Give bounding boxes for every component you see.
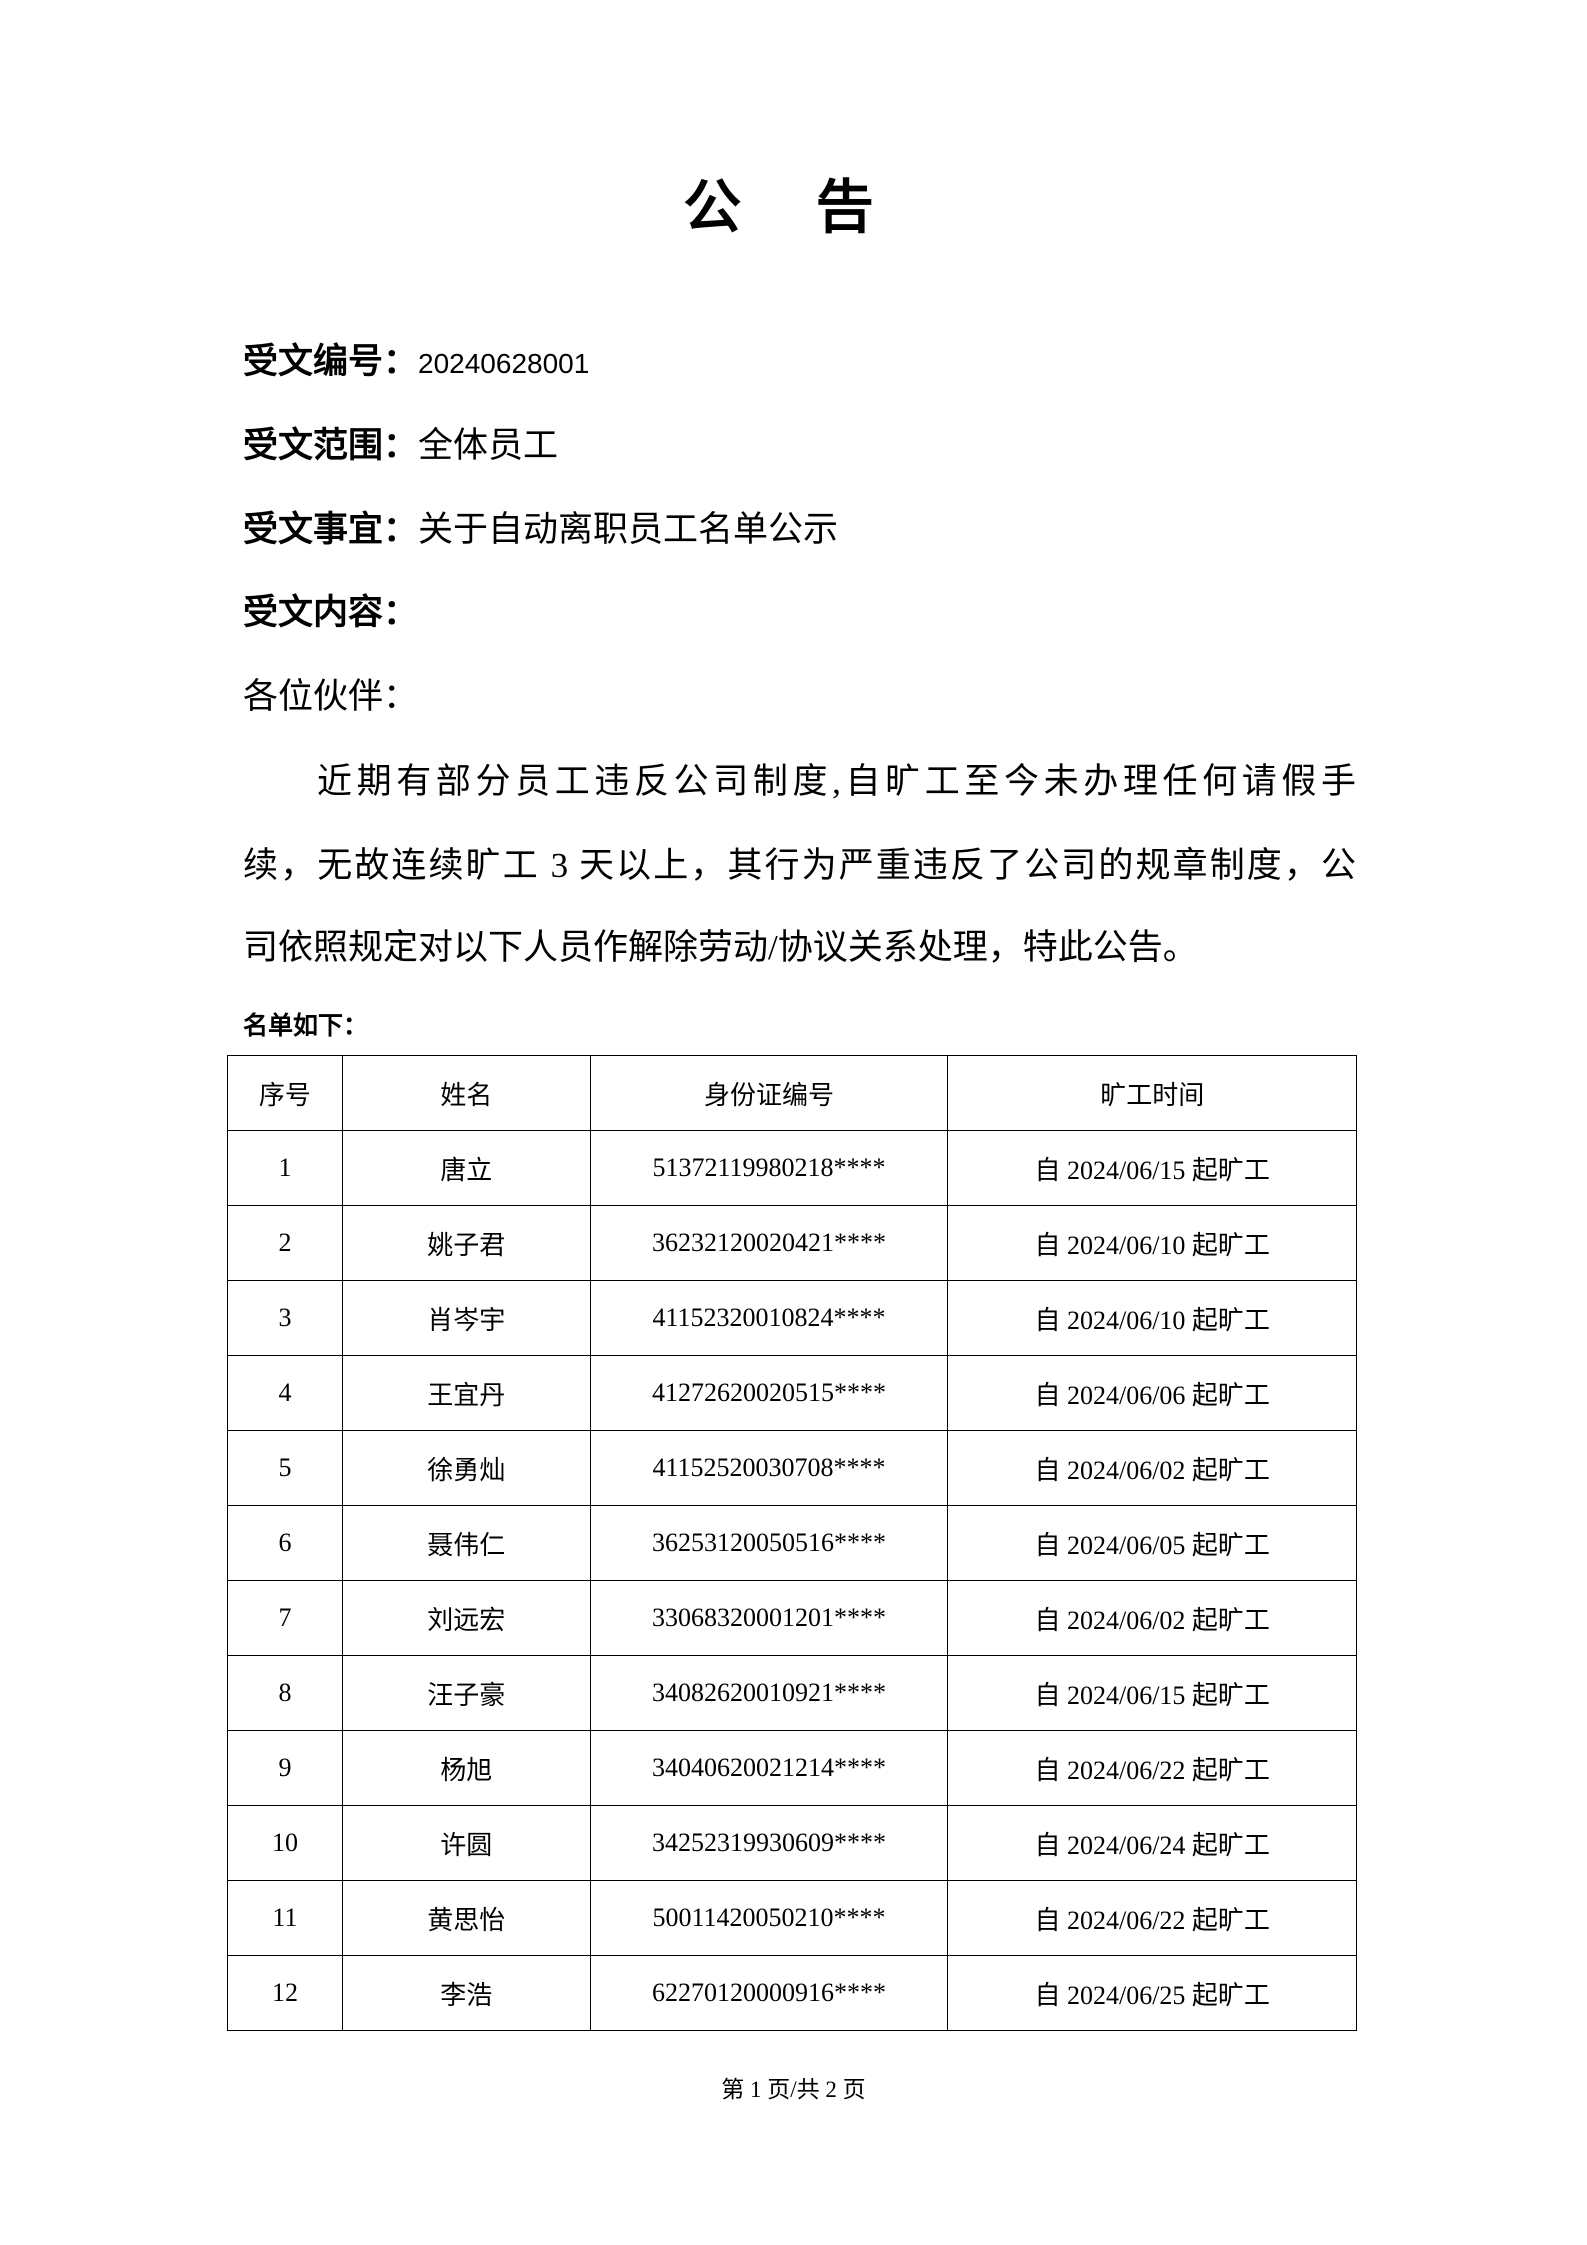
cell-id-number: 34040620021214****	[589, 1730, 949, 1806]
cell-id-number: 50011420050210****	[589, 1880, 949, 1956]
cell-id-number: 41272620020515****	[589, 1355, 949, 1431]
meta-doc-number: 受文编号：20240628001	[243, 340, 589, 386]
table-row: 9 杨旭 34040620021214**** 自 2024/06/22 起旷工	[227, 1730, 1357, 1806]
list-title: 名单如下：	[243, 1013, 369, 1040]
cell-index: 6	[227, 1505, 343, 1581]
cell-name: 刘远宏	[341, 1580, 591, 1656]
cell-index: 5	[227, 1430, 343, 1506]
meta-content: 受文内容：	[243, 591, 418, 635]
table-row: 5 徐勇灿 41152520030708**** 自 2024/06/02 起旷工	[227, 1430, 1357, 1506]
cell-name: 李浩	[341, 1955, 591, 2031]
table-row: 7 刘远宏 33068320001201**** 自 2024/06/02 起旷工	[227, 1580, 1357, 1656]
cell-absence-time: 自 2024/06/06 起旷工	[947, 1355, 1357, 1431]
cell-absence-time: 自 2024/06/25 起旷工	[947, 1955, 1357, 2031]
cell-id-number: 62270120000916****	[589, 1955, 949, 2031]
cell-id-number: 41152520030708****	[589, 1430, 949, 1506]
meta-label: 受文事宜：	[243, 510, 419, 549]
header-absence-time: 旷工时间	[947, 1055, 1357, 1131]
meta-subject: 受文事宜：关于自动离职员工名单公示	[243, 508, 838, 552]
meta-label: 受文内容：	[243, 593, 419, 632]
table-row: 10 许圆 34252319930609**** 自 2024/06/24 起旷工	[227, 1805, 1357, 1881]
table-row: 6 聂伟仁 36253120050516**** 自 2024/06/05 起旷工	[227, 1505, 1357, 1581]
cell-name: 王宜丹	[341, 1355, 591, 1431]
cell-absence-time: 自 2024/06/22 起旷工	[947, 1880, 1357, 1956]
cell-index: 7	[227, 1580, 343, 1656]
page-number: 第 1 页/共 2 页	[721, 2077, 866, 2102]
body-line: 司依照规定对以下人员作解除劳动/协议关系处理，特此公告。	[243, 928, 1198, 967]
cell-absence-time: 自 2024/06/10 起旷工	[947, 1280, 1357, 1356]
cell-id-number: 36253120050516****	[589, 1505, 949, 1581]
table-row: 12 李浩 62270120000916**** 自 2024/06/25 起旷工	[227, 1955, 1357, 2031]
table-row: 1 唐立 51372119980218**** 自 2024/06/15 起旷工	[227, 1130, 1357, 1206]
cell-name: 姚子君	[341, 1205, 591, 1281]
cell-id-number: 33068320001201****	[589, 1580, 949, 1656]
cell-id-number: 51372119980218****	[589, 1130, 949, 1206]
table-header-row: 序号 姓名 身份证编号 旷工时间	[227, 1055, 1357, 1131]
cell-absence-time: 自 2024/06/15 起旷工	[947, 1130, 1357, 1206]
header-name: 姓名	[341, 1055, 591, 1131]
cell-absence-time: 自 2024/06/15 起旷工	[947, 1655, 1357, 1731]
cell-name: 唐立	[341, 1130, 591, 1206]
cell-index: 1	[227, 1130, 343, 1206]
meta-value: 全体员工	[418, 426, 559, 465]
page-title: 公 告	[683, 175, 904, 240]
meta-value: 20240628001	[418, 348, 590, 379]
cell-name: 聂伟仁	[341, 1505, 591, 1581]
meta-scope: 受文范围：全体员工	[243, 424, 558, 468]
header-id-number: 身份证编号	[589, 1055, 949, 1131]
cell-index: 10	[227, 1805, 343, 1881]
cell-index: 11	[227, 1880, 343, 1956]
salutation: 各位伙伴：	[243, 677, 419, 716]
cell-index: 12	[227, 1955, 343, 2031]
table-row: 4 王宜丹 41272620020515**** 自 2024/06/06 起旷工	[227, 1355, 1357, 1431]
meta-label: 受文编号：	[243, 342, 419, 381]
cell-absence-time: 自 2024/06/02 起旷工	[947, 1580, 1357, 1656]
body-line: 续，无故连续旷工 3 天以上，其行为严重违反了公司的规章制度，公	[243, 846, 1356, 885]
table-row: 2 姚子君 36232120020421**** 自 2024/06/10 起旷工	[227, 1205, 1357, 1281]
cell-index: 4	[227, 1355, 343, 1431]
meta-label: 受文范围：	[243, 426, 419, 465]
header-index: 序号	[227, 1055, 343, 1131]
meta-value: 关于自动离职员工名单公示	[418, 510, 839, 549]
cell-absence-time: 自 2024/06/22 起旷工	[947, 1730, 1357, 1806]
cell-name: 黄思怡	[341, 1880, 591, 1956]
cell-name: 汪子豪	[341, 1655, 591, 1731]
cell-absence-time: 自 2024/06/24 起旷工	[947, 1805, 1357, 1881]
cell-name: 杨旭	[341, 1730, 591, 1806]
cell-index: 2	[227, 1205, 343, 1281]
absentee-table: 序号 姓名 身份证编号 旷工时间 1 唐立 51372119980218**** 自 …	[227, 1055, 1357, 2031]
cell-name: 徐勇灿	[341, 1430, 591, 1506]
table-row: 11 黄思怡 50011420050210**** 自 2024/06/22 起旷工	[227, 1880, 1357, 1956]
cell-name: 许圆	[341, 1805, 591, 1881]
cell-id-number: 36232120020421****	[589, 1205, 949, 1281]
table-row: 3 肖岑宇 41152320010824**** 自 2024/06/10 起旷工	[227, 1280, 1357, 1356]
cell-absence-time: 自 2024/06/02 起旷工	[947, 1430, 1357, 1506]
table-row: 8 汪子豪 34082620010921**** 自 2024/06/15 起旷工	[227, 1655, 1357, 1731]
cell-id-number: 34082620010921****	[589, 1655, 949, 1731]
cell-index: 8	[227, 1655, 343, 1731]
cell-id-number: 34252319930609****	[589, 1805, 949, 1881]
cell-index: 9	[227, 1730, 343, 1806]
cell-name: 肖岑宇	[341, 1280, 591, 1356]
cell-absence-time: 自 2024/06/05 起旷工	[947, 1505, 1357, 1581]
cell-absence-time: 自 2024/06/10 起旷工	[947, 1205, 1357, 1281]
cell-id-number: 41152320010824****	[589, 1280, 949, 1356]
body-line: 近期有部分员工违反公司制度,自旷工至今未办理任何请假手	[317, 762, 1356, 801]
cell-index: 3	[227, 1280, 343, 1356]
